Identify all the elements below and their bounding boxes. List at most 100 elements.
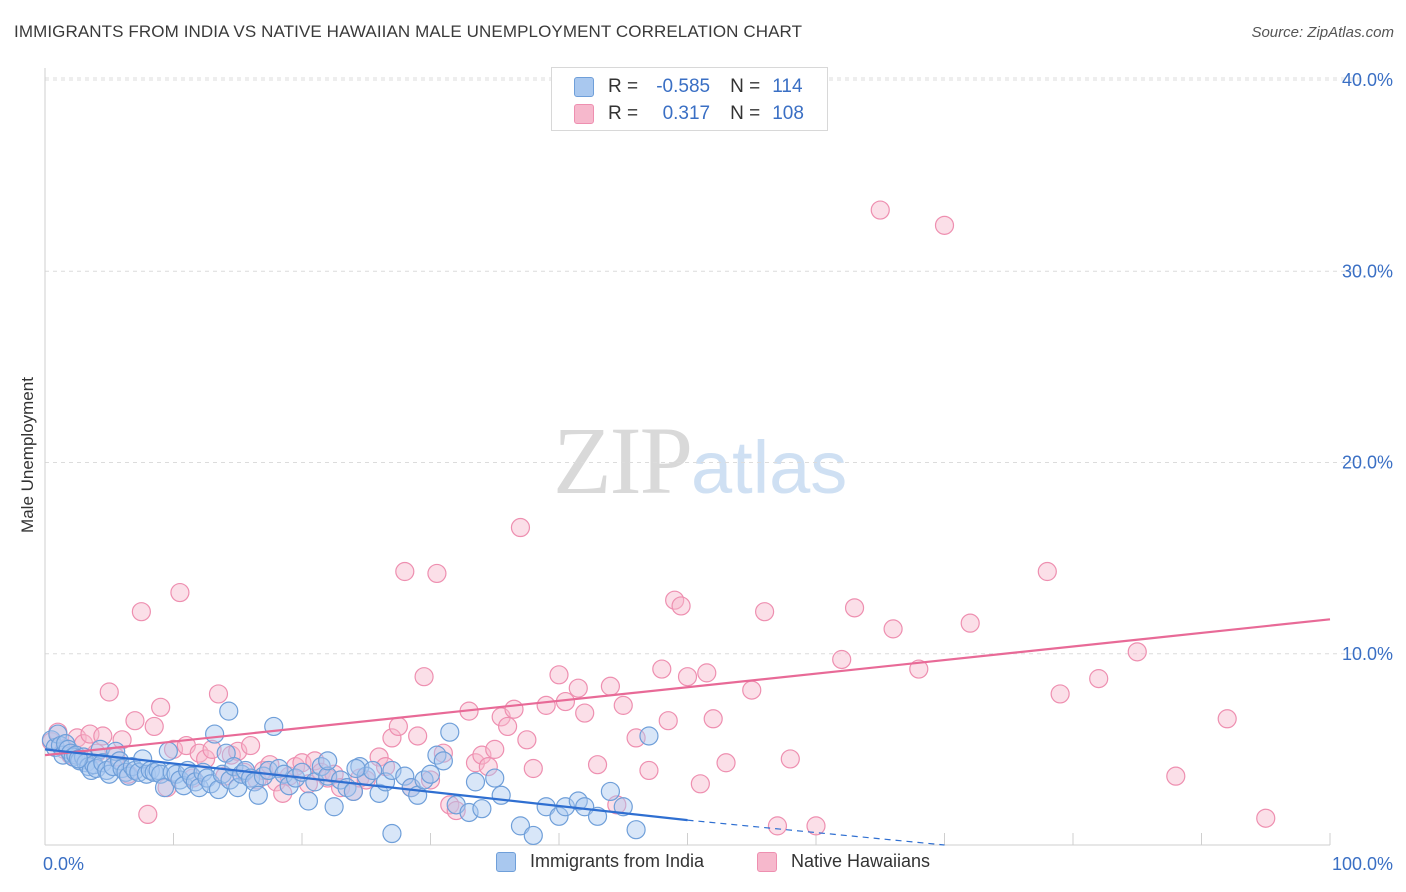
data-point-native-hawaiians [485,739,505,759]
data-point-native-hawaiians [1037,561,1057,582]
data-point-native-hawaiians [273,783,293,803]
legend-r-label: R = [608,76,639,97]
data-point-immigrants-india [440,722,460,742]
data-point-immigrants-india [219,701,239,721]
data-point-native-hawaiians [1050,684,1070,704]
data-point-immigrants-india [189,778,209,798]
legend-swatch-pink [757,851,777,872]
data-point-immigrants-india [549,806,569,826]
legend-n-label: N = [730,103,761,124]
trend-line-native-hawaiians [44,618,1331,757]
data-point-native-hawaiians [1166,766,1186,786]
legend-row-india: R = -0.585 N = 114 [574,74,803,100]
data-point-native-hawaiians [125,711,145,731]
axes [44,68,1331,846]
legend-swatch-pink [574,104,594,124]
data-point-immigrants-india [433,751,453,771]
data-point-native-hawaiians [870,200,890,220]
x-tick-label: 0.0% [43,854,84,874]
legend-r-value: 0.317 [662,103,711,124]
series-legend: Immigrants from India Native Hawaiians [0,851,1406,877]
data-point-native-hawaiians [652,659,672,679]
data-point-native-hawaiians [144,716,164,737]
data-point-immigrants-india [382,823,402,844]
data-point-native-hawaiians [151,697,171,717]
watermark: ZIPatlas [553,405,847,516]
data-point-immigrants-india [363,760,383,781]
data-point-native-hawaiians [1089,669,1109,689]
data-point-native-hawaiians [1217,709,1237,729]
correlation-legend: R = -0.585 N = 114 R = 0.317 N = 108 [551,67,828,131]
data-point-native-hawaiians [844,598,865,618]
data-point-native-hawaiians [832,649,852,670]
legend-n-label: N = [730,76,761,97]
data-point-immigrants-india [613,797,633,817]
data-point-native-hawaiians [697,663,717,683]
data-point-immigrants-india [491,785,511,805]
data-point-native-hawaiians [677,667,698,687]
data-point-immigrants-india [318,751,338,771]
data-point-native-hawaiians [510,517,531,538]
data-point-native-hawaiians [382,728,402,748]
chart-title: IMMIGRANTS FROM INDIA VS NATIVE HAWAIIAN… [14,22,803,41]
data-point-immigrants-india [248,785,268,805]
data-point-native-hawaiians [806,816,826,836]
data-point-immigrants-india [174,776,194,796]
data-point-native-hawaiians [934,215,955,235]
legend-item-hawaiians: Native Hawaiians [757,851,930,872]
data-point-native-hawaiians [568,678,588,698]
data-point-native-hawaiians [408,726,428,746]
y-tick-label: 30.0% [1342,261,1393,281]
data-point-native-hawaiians [587,755,608,775]
data-point-immigrants-india [536,797,556,817]
watermark-zip: ZIP [553,407,693,514]
data-point-immigrants-india [600,781,621,802]
legend-r-label: R = [608,103,639,124]
data-point-immigrants-india [459,802,479,823]
data-point-native-hawaiians [478,756,498,777]
data-point-immigrants-india [472,799,492,819]
data-point-immigrants-india [485,768,505,788]
data-point-immigrants-india [639,726,659,746]
data-point-native-hawaiians [131,602,151,622]
legend-n-value: 114 [772,76,803,97]
data-point-immigrants-india [298,791,319,811]
data-point-immigrants-india [205,724,225,744]
data-point-immigrants-india [48,724,68,744]
data-point-native-hawaiians [202,739,222,759]
data-point-immigrants-india [465,772,486,792]
trend-lines [44,618,1331,846]
data-point-native-hawaiians [99,682,119,702]
data-point-native-hawaiians [504,699,524,719]
data-point-native-hawaiians [395,561,415,582]
data-point-native-hawaiians [742,680,762,700]
legend-label-hawaiians: Native Hawaiians [791,851,931,871]
data-point-native-hawaiians [465,753,486,773]
legend-r-value: -0.585 [656,76,711,97]
trend-line-immigrants-india [44,748,688,822]
y-tick-label: 10.0% [1342,644,1393,664]
data-point-immigrants-india [369,783,389,803]
data-point-native-hawaiians [138,804,158,825]
y-tick-label: 20.0% [1342,453,1393,473]
data-point-native-hawaiians [575,703,595,723]
data-point-native-hawaiians [388,716,408,737]
data-point-native-hawaiians [767,816,788,836]
legend-row-hawaiians: R = 0.317 N = 108 [574,101,804,127]
source-credit: Source: ZipAtlas.com [1251,24,1394,41]
data-point-immigrants-india [523,825,543,846]
data-point-immigrants-india [510,816,531,836]
data-point-native-hawaiians [960,613,980,633]
data-point-native-hawaiians [613,695,633,715]
data-point-native-hawaiians [241,735,261,756]
data-point-immigrants-india [136,764,157,784]
data-point-native-hawaiians [690,774,710,794]
legend-n-value: 108 [772,103,804,124]
data-point-native-hawaiians [671,596,691,616]
watermark-atlas: atlas [691,426,848,509]
data-point-native-hawaiians [780,749,800,769]
data-point-native-hawaiians [716,753,736,773]
data-point-native-hawaiians [427,563,447,584]
data-point-native-hawaiians [208,684,229,704]
